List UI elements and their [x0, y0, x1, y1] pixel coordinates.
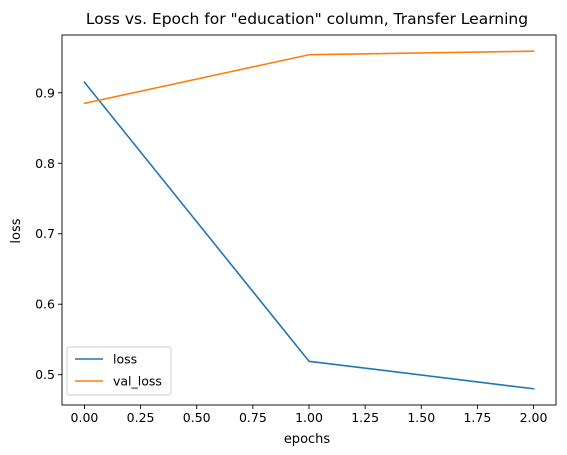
x-tick-label: 0.50 [183, 410, 211, 425]
y-tick-label: 0.5 [35, 367, 55, 382]
series-line-loss [83, 81, 535, 390]
x-tick-label: 2.00 [520, 410, 548, 425]
x-tick-label: 0.25 [127, 410, 155, 425]
legend-label-loss: loss [113, 352, 137, 367]
x-tick-label: 0.75 [239, 410, 267, 425]
x-tick-label: 1.50 [407, 410, 435, 425]
y-tick-label: 0.7 [35, 226, 55, 241]
series-line-val-loss [83, 50, 535, 105]
x-axis-label: epochs [284, 432, 331, 447]
x-tick-label: 1.25 [351, 410, 379, 425]
chart-title: Loss vs. Epoch for "education" column, T… [86, 10, 528, 28]
y-tick-label: 0.6 [35, 297, 55, 312]
plot-area: 0.00 0.25 0.50 0.75 1.00 1.25 1.50 1.75 2.00 0.5 0… [35, 34, 557, 425]
x-tick-label: 1.75 [463, 410, 491, 425]
y-axis-label: loss [9, 218, 24, 243]
y-tick-label: 0.8 [35, 156, 55, 171]
legend-label-val-loss: val_loss [113, 374, 162, 389]
y-tick-label: 0.9 [35, 85, 55, 100]
x-tick-label: 0.00 [71, 410, 99, 425]
x-tick-label: 1.00 [295, 410, 323, 425]
